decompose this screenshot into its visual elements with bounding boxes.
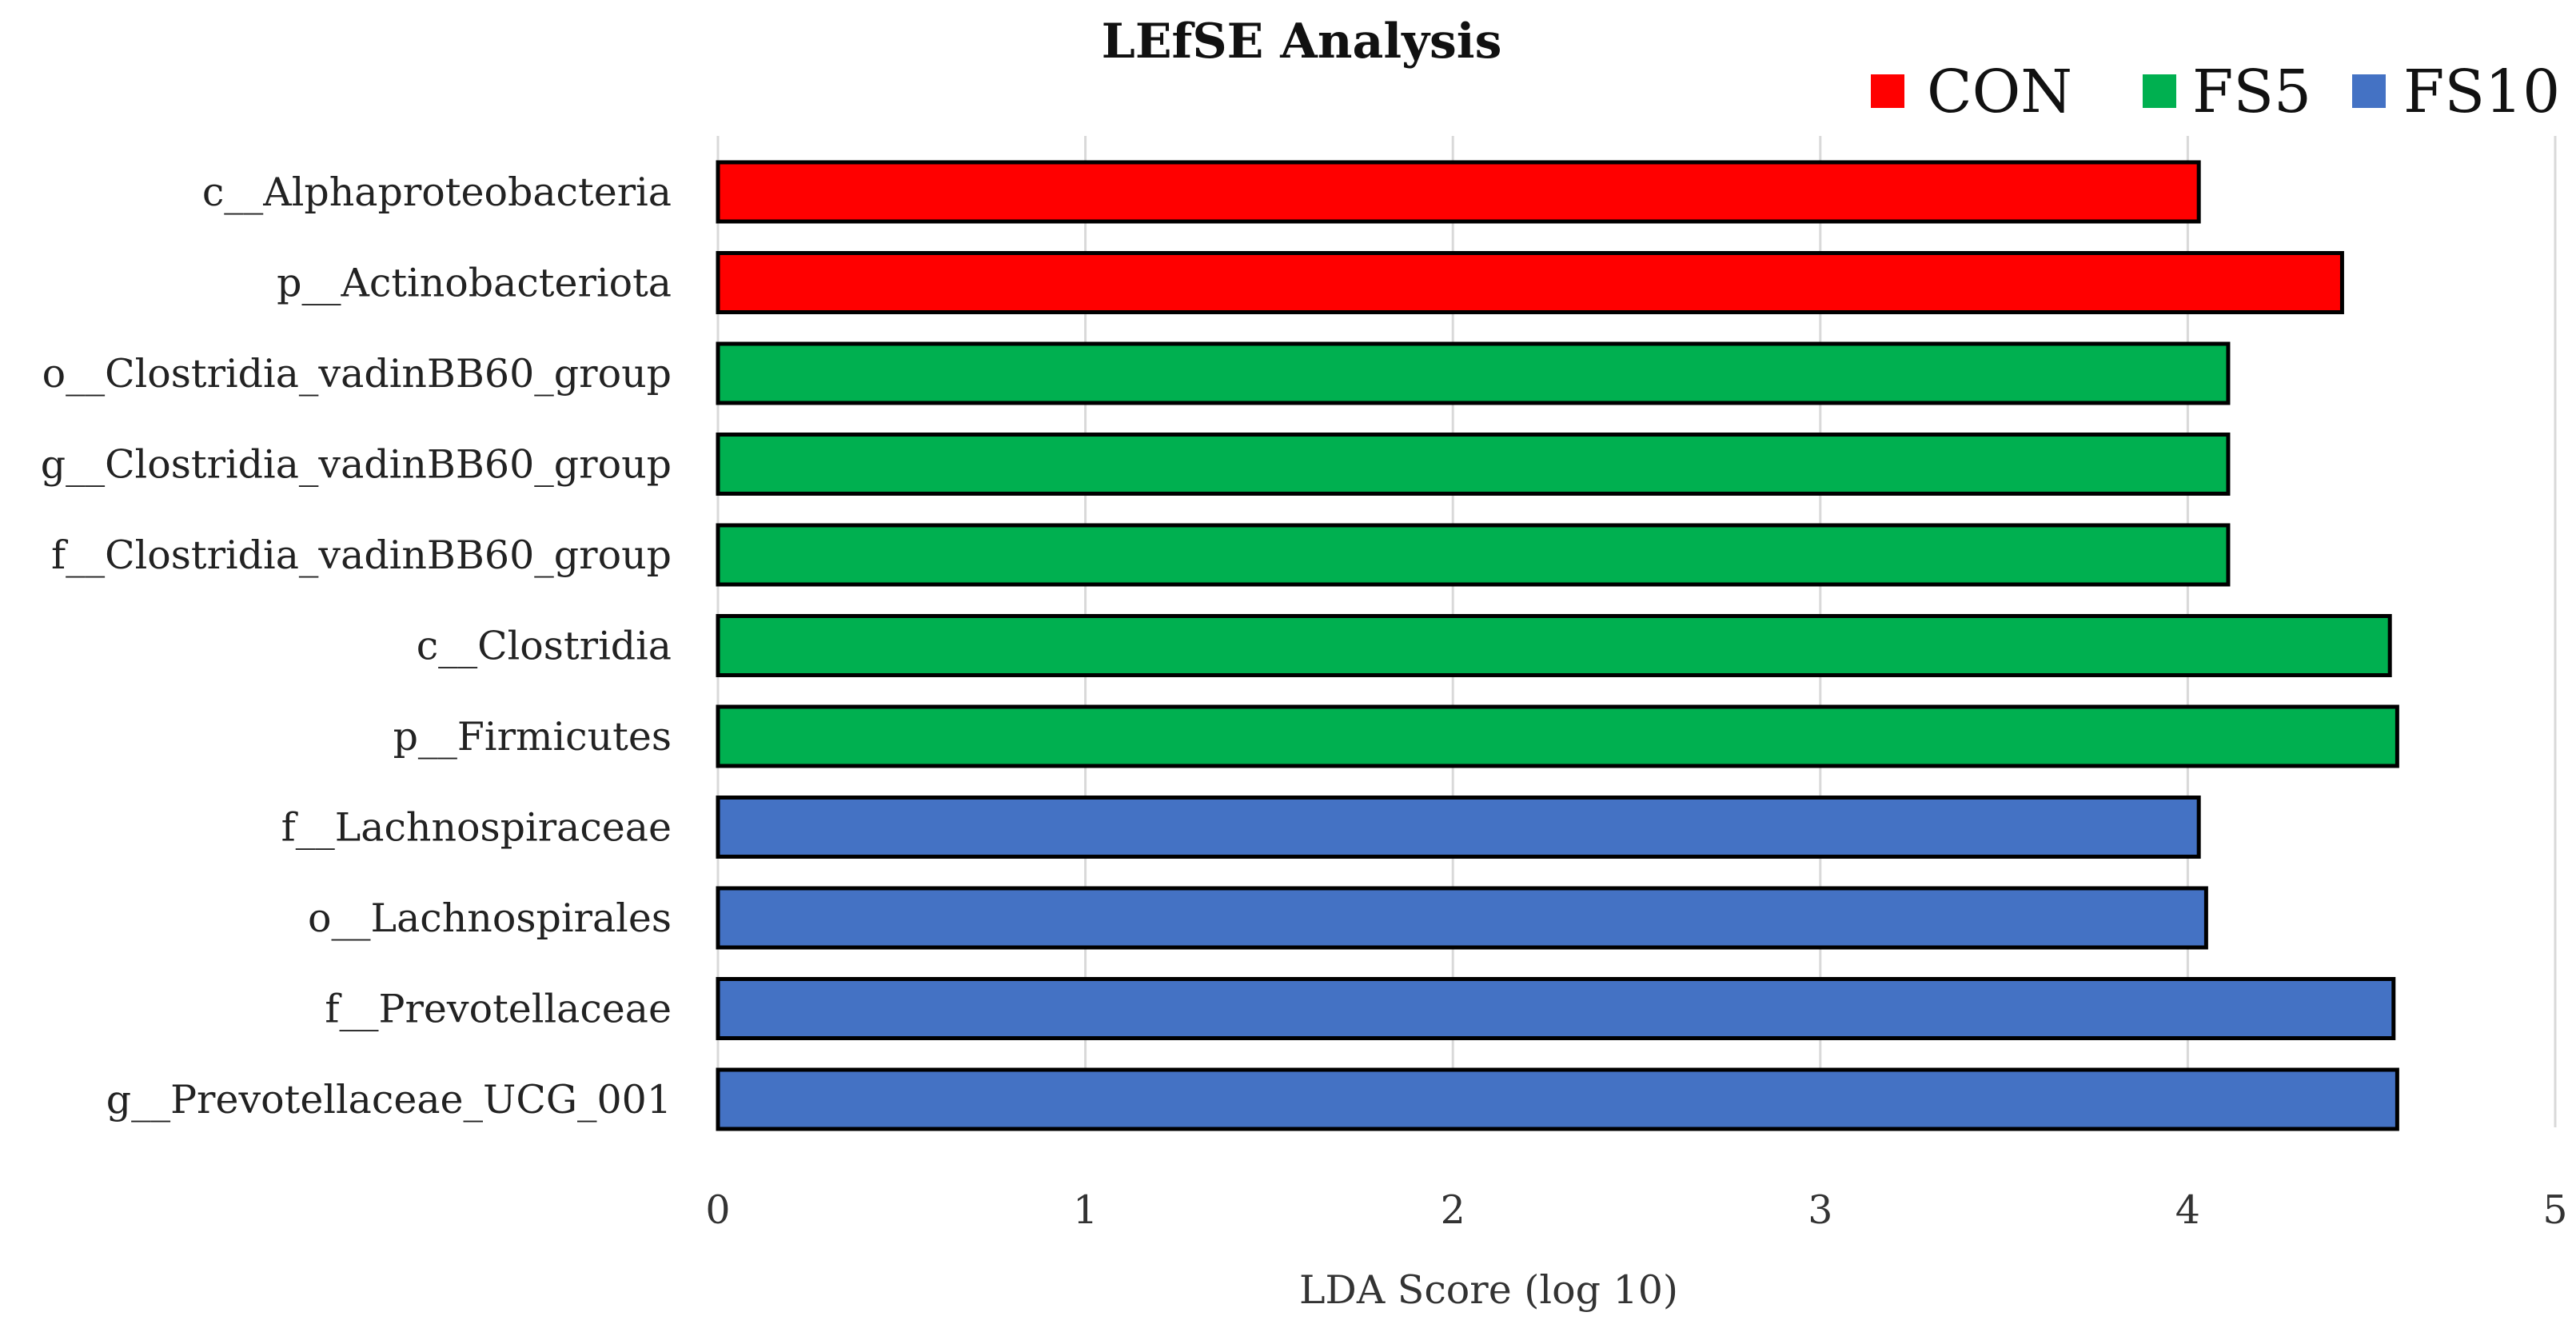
bar-f__Clostridia_vadinBB60_group [716,523,2231,587]
bar-c__Clostridia [716,614,2392,677]
category-labels: c__Alphaproteobacteria p__Actinobacteriot… [41,169,672,1123]
category-label: o__Lachnospirales [308,895,672,941]
legend-swatch-con [1871,74,1904,108]
x-tick-label: 3 [1808,1187,1832,1233]
category-label: g__Clostridia_vadinBB60_group [41,442,672,488]
x-tick-label: 4 [2175,1187,2200,1233]
legend-swatch-fs5 [2143,74,2176,108]
bar-f__Prevotellaceae [716,977,2396,1040]
x-tick-labels: 0 1 2 3 4 5 [705,1187,2567,1233]
category-label: o__Clostridia_vadinBB60_group [42,351,672,397]
x-tick-label: 2 [1441,1187,1465,1233]
chart-title: LEfSE Analysis [1102,14,1502,70]
category-label: c__Clostridia [417,624,672,669]
category-label: p__Actinobacteriota [277,261,672,306]
bars [716,160,2399,1131]
category-label: f__Clostridia_vadinBB60_group [51,532,672,578]
bar-g__Clostridia_vadinBB60_group [716,433,2231,496]
category-label: c__Alphaproteobacteria [202,169,672,215]
legend-label-fs5: FS5 [2192,58,2311,126]
legend-swatch-fs10 [2352,74,2386,108]
bar-c__Alphaproteobacteria [716,160,2201,224]
category-label: f__Prevotellaceae [325,987,672,1032]
legend-label-con: CON [1927,58,2072,126]
bar-o__Clostridia_vadinBB60_group [716,341,2231,405]
x-axis-title: LDA Score (log 10) [1299,1267,1678,1313]
legend: CON FS5 FS10 [1871,58,2560,126]
bar-g__Prevotellaceae_UCG_001 [716,1067,2399,1131]
category-label: g__Prevotellaceae_UCG_001 [106,1077,672,1123]
x-tick-label: 1 [1073,1187,1098,1233]
category-label: p__Firmicutes [393,714,672,760]
bar-f__Lachnospiraceae [716,796,2201,859]
x-tick-label: 0 [705,1187,730,1233]
bar-o__Lachnospirales [716,886,2208,950]
legend-label-fs10: FS10 [2403,58,2560,126]
category-label: f__Lachnospiraceae [281,805,672,851]
bar-p__Firmicutes [716,704,2399,768]
x-tick-label: 5 [2542,1187,2567,1233]
bar-p__Actinobacteriota [716,251,2344,314]
